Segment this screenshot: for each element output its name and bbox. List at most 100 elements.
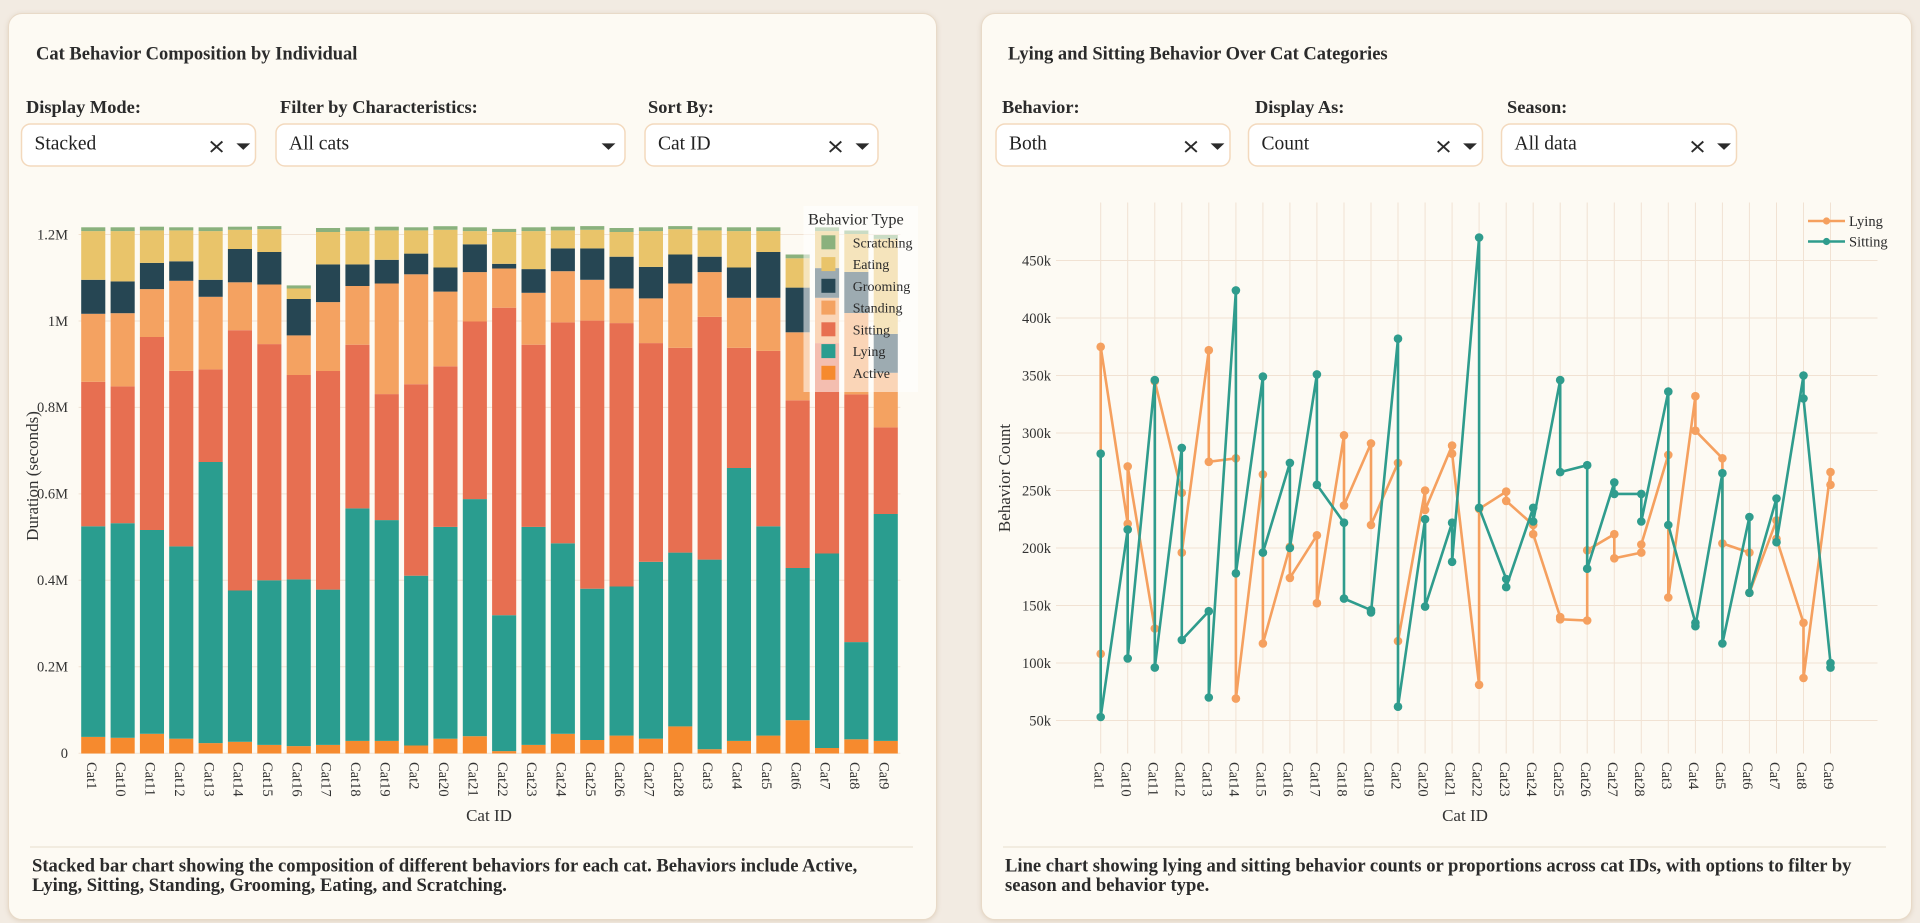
svg-text:Cat23: Cat23 xyxy=(523,762,539,797)
svg-text:1M: 1M xyxy=(48,314,68,330)
svg-text:50k: 50k xyxy=(1029,713,1052,729)
svg-text:Display As:: Display As: xyxy=(1255,97,1344,117)
svg-text:Cat20: Cat20 xyxy=(1415,762,1431,797)
svg-text:Cat7: Cat7 xyxy=(1766,762,1782,789)
svg-text:Cat16: Cat16 xyxy=(1280,762,1296,797)
svg-text:Cat28: Cat28 xyxy=(1631,762,1647,797)
svg-text:450k: 450k xyxy=(1022,253,1052,269)
svg-text:Cat8: Cat8 xyxy=(846,762,862,789)
svg-text:Cat14: Cat14 xyxy=(230,762,246,797)
svg-text:Cat27: Cat27 xyxy=(1604,762,1620,797)
svg-text:Cat17: Cat17 xyxy=(1307,762,1323,797)
svg-text:Cat4: Cat4 xyxy=(729,762,745,790)
svg-text:0: 0 xyxy=(61,746,68,762)
svg-text:Cat ID: Cat ID xyxy=(466,806,512,825)
svg-text:Cat26: Cat26 xyxy=(1577,762,1593,797)
svg-text:0.2M: 0.2M xyxy=(37,660,68,676)
svg-text:350k: 350k xyxy=(1022,368,1052,384)
svg-text:Eating: Eating xyxy=(853,258,890,273)
svg-text:400k: 400k xyxy=(1022,311,1052,327)
svg-text:200k: 200k xyxy=(1022,541,1052,557)
svg-text:Cat22: Cat22 xyxy=(1469,762,1485,797)
svg-text:Sitting: Sitting xyxy=(1849,234,1888,250)
svg-text:Cat17: Cat17 xyxy=(318,762,334,797)
svg-text:Behavior Count: Behavior Count xyxy=(995,424,1014,532)
svg-text:Cat15: Cat15 xyxy=(1253,762,1269,797)
svg-text:Cat8: Cat8 xyxy=(1793,762,1809,789)
svg-text:Cat12: Cat12 xyxy=(171,762,187,797)
svg-text:Cat10: Cat10 xyxy=(112,762,128,797)
svg-text:Cat5: Cat5 xyxy=(1712,762,1728,789)
svg-text:Cat11: Cat11 xyxy=(142,762,158,796)
svg-text:Active: Active xyxy=(853,367,890,382)
svg-text:Behavior:: Behavior: xyxy=(1002,97,1080,117)
svg-text:Lying: Lying xyxy=(1849,214,1883,230)
svg-text:0.8M: 0.8M xyxy=(37,400,68,416)
svg-text:Cat13: Cat13 xyxy=(1198,762,1214,797)
svg-text:Cat11: Cat11 xyxy=(1144,762,1160,796)
svg-text:Cat7: Cat7 xyxy=(817,762,833,789)
svg-text:All cats: All cats xyxy=(289,134,349,155)
svg-text:Cat19: Cat19 xyxy=(1361,762,1377,797)
svg-text:Cat14: Cat14 xyxy=(1226,762,1242,797)
svg-text:Display Mode:: Display Mode: xyxy=(26,97,141,117)
svg-text:Cat1: Cat1 xyxy=(83,762,99,789)
svg-text:Cat20: Cat20 xyxy=(435,762,451,797)
svg-text:Cat9: Cat9 xyxy=(875,762,891,789)
svg-text:300k: 300k xyxy=(1022,426,1052,442)
svg-text:Duration (seconds): Duration (seconds) xyxy=(23,411,42,541)
svg-text:Scratching: Scratching xyxy=(853,236,913,251)
svg-text:Season:: Season: xyxy=(1507,97,1567,117)
svg-text:Cat4: Cat4 xyxy=(1685,762,1701,790)
svg-text:Cat13: Cat13 xyxy=(200,762,216,797)
svg-text:Cat6: Cat6 xyxy=(1739,762,1755,789)
svg-text:Cat21: Cat21 xyxy=(1442,762,1458,797)
svg-text:Cat3: Cat3 xyxy=(1658,762,1674,789)
svg-text:Filter by Characteristics:: Filter by Characteristics: xyxy=(280,97,478,117)
svg-text:Cat3: Cat3 xyxy=(699,762,715,789)
svg-text:Cat Behavior Composition by In: Cat Behavior Composition by Individual xyxy=(36,44,357,64)
svg-text:Behavior Type: Behavior Type xyxy=(808,210,904,229)
svg-text:Cat23: Cat23 xyxy=(1496,762,1512,797)
svg-text:Cat25: Cat25 xyxy=(1550,762,1566,797)
svg-text:Cat19: Cat19 xyxy=(376,762,392,797)
svg-text:Cat18: Cat18 xyxy=(347,762,363,797)
svg-text:Count: Count xyxy=(1262,134,1310,155)
svg-text:100k: 100k xyxy=(1022,656,1052,672)
svg-text:Cat1: Cat1 xyxy=(1090,762,1106,789)
svg-text:All data: All data xyxy=(1515,134,1578,155)
svg-text:Cat24: Cat24 xyxy=(553,762,569,797)
svg-text:Cat2: Cat2 xyxy=(406,762,422,789)
svg-text:Cat26: Cat26 xyxy=(611,762,627,797)
svg-text:Cat5: Cat5 xyxy=(758,762,774,789)
svg-text:season and behavior type.: season and behavior type. xyxy=(1005,875,1209,896)
svg-text:Cat ID: Cat ID xyxy=(658,134,711,155)
svg-text:Cat ID: Cat ID xyxy=(1442,806,1488,825)
svg-text:1.2M: 1.2M xyxy=(37,227,68,243)
svg-text:Cat24: Cat24 xyxy=(1523,762,1539,797)
svg-text:Standing: Standing xyxy=(853,302,903,317)
svg-text:Lying, Sitting, Standing, Groo: Lying, Sitting, Standing, Grooming, Eati… xyxy=(32,875,507,896)
svg-text:250k: 250k xyxy=(1022,483,1052,499)
svg-text:Cat12: Cat12 xyxy=(1171,762,1187,797)
svg-text:Sort By:: Sort By: xyxy=(648,97,714,117)
svg-text:Lying: Lying xyxy=(853,345,886,360)
svg-text:Stacked bar chart showing the: Stacked bar chart showing the compositio… xyxy=(32,855,857,876)
svg-text:Stacked: Stacked xyxy=(35,134,97,155)
svg-text:Cat10: Cat10 xyxy=(1117,762,1133,797)
svg-text:Cat21: Cat21 xyxy=(464,762,480,797)
svg-text:Cat22: Cat22 xyxy=(494,762,510,797)
svg-text:Cat9: Cat9 xyxy=(1820,762,1836,789)
svg-text:Cat15: Cat15 xyxy=(259,762,275,797)
svg-text:0.4M: 0.4M xyxy=(37,573,68,589)
svg-text:0.6M: 0.6M xyxy=(37,487,68,503)
svg-text:Grooming: Grooming xyxy=(853,280,911,295)
svg-text:Cat27: Cat27 xyxy=(641,762,657,797)
svg-text:Cat2: Cat2 xyxy=(1388,762,1404,789)
svg-text:Line chart showing lying and s: Line chart showing lying and sitting beh… xyxy=(1005,855,1852,876)
svg-text:Cat28: Cat28 xyxy=(670,762,686,797)
svg-text:Lying and Sitting Behavior Ove: Lying and Sitting Behavior Over Cat Cate… xyxy=(1008,44,1388,64)
svg-text:Cat6: Cat6 xyxy=(787,762,803,789)
svg-text:Cat16: Cat16 xyxy=(288,762,304,797)
svg-text:150k: 150k xyxy=(1022,598,1052,614)
